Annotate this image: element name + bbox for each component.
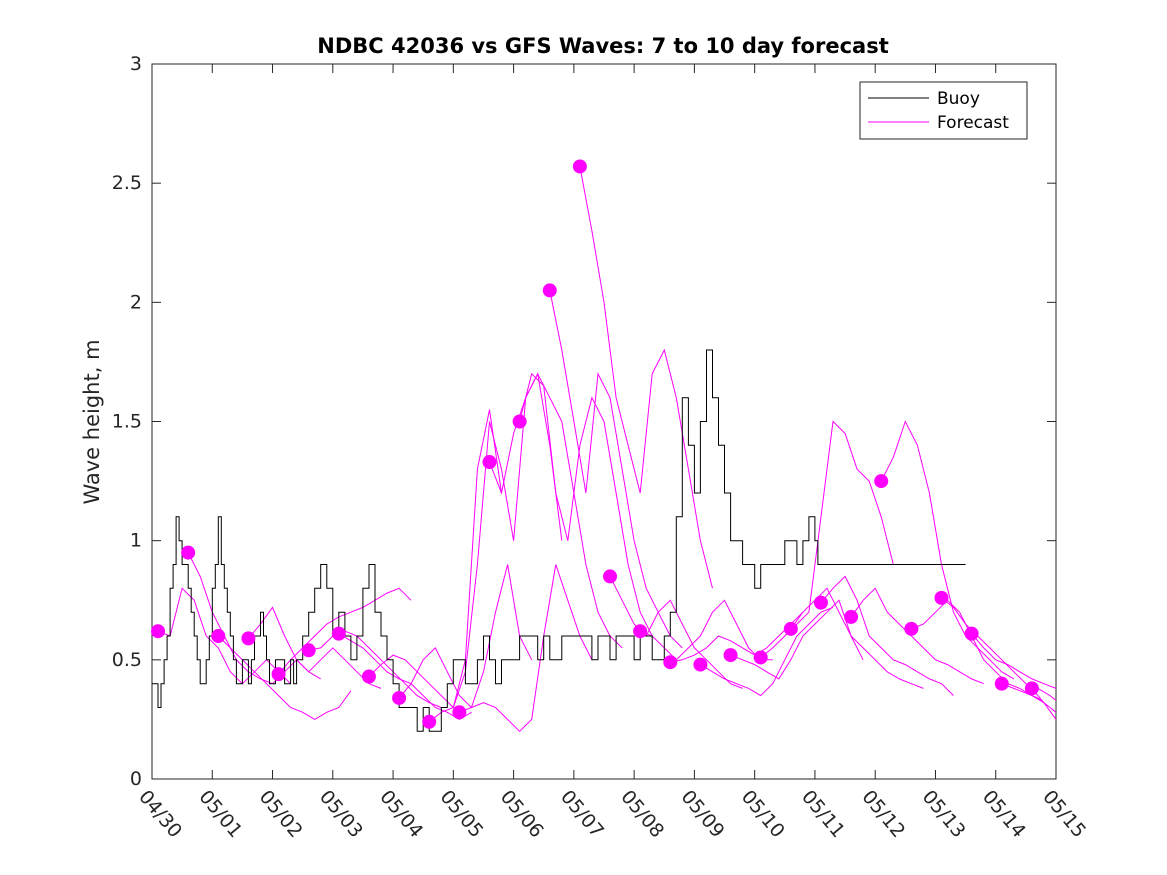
y-tick-label: 0.5: [112, 649, 142, 671]
forecast-start-marker: [874, 474, 889, 489]
forecast-line: [428, 372, 563, 723]
y-tick-label: 2: [130, 291, 142, 313]
forecast-start-marker: [633, 624, 648, 639]
forecast-start-marker: [301, 643, 316, 658]
forecast-start-marker: [663, 655, 678, 670]
forecast-start-marker: [482, 455, 497, 470]
forecast-line: [730, 599, 864, 680]
legend-label-forecast: Forecast: [937, 113, 1009, 133]
forecast-start-marker: [211, 629, 226, 643]
y-tick-label: 2.5: [112, 172, 142, 194]
forecast-start-marker: [783, 621, 798, 636]
forecast-start-marker: [151, 624, 166, 639]
forecast-start-marker: [392, 690, 407, 705]
forecast-line: [640, 599, 773, 661]
x-tick-label: 04/30: [134, 786, 186, 842]
x-tick-label: 05/01: [194, 786, 246, 842]
forecast-start-marker: [452, 705, 467, 720]
forecast-line: [308, 630, 442, 708]
forecast-line: [368, 409, 502, 709]
x-tick-label: 05/05: [436, 786, 488, 842]
x-tick-label: 05/07: [556, 786, 608, 842]
forecast-line: [670, 611, 804, 663]
y-axis-label: Wave height, m: [80, 339, 104, 504]
forecast-line: [217, 635, 352, 720]
forecast-start-marker: [844, 609, 859, 624]
x-tick-label: 05/06: [496, 786, 548, 842]
forecast-line: [820, 575, 954, 696]
y-tick-label: 1: [130, 530, 142, 552]
forecast-start-marker: [422, 714, 437, 729]
forecast-start-marker: [181, 545, 196, 560]
y-tick-label: 3: [130, 53, 142, 75]
forecast-line: [971, 633, 1057, 689]
forecast-line: [519, 372, 653, 637]
forecast-start-marker: [512, 414, 527, 429]
x-tick-label: 05/08: [616, 786, 668, 842]
forecast-line: [338, 633, 472, 720]
y-tick-label: 1.5: [112, 411, 142, 433]
forecast-line: [398, 564, 533, 709]
x-tick-label: 05/03: [315, 786, 367, 842]
forecast-line: [790, 587, 924, 689]
legend: Buoy Forecast: [859, 81, 1028, 140]
x-tick-label: 05/10: [737, 786, 789, 842]
forecast-line: [760, 420, 894, 658]
forecast-line: [248, 606, 382, 689]
forecast-start-marker: [934, 590, 949, 605]
forecast-start-marker: [813, 595, 828, 610]
forecast-line: [157, 587, 291, 685]
forecast-line: [880, 420, 1015, 680]
chart-title: NDBC 42036 vs GFS Waves: 7 to 10 day for…: [317, 34, 888, 58]
x-tick-label: 05/02: [255, 786, 307, 842]
forecast-start-marker: [994, 676, 1009, 691]
forecast-line: [579, 166, 713, 589]
forecast-start-marker: [271, 667, 286, 682]
forecast-start-marker: [693, 657, 708, 672]
forecast-line: [549, 290, 683, 649]
forecast-line: [459, 564, 593, 733]
legend-label-buoy: Buoy: [937, 89, 980, 109]
forecast-line: [489, 372, 623, 649]
legend-box: [859, 81, 1028, 140]
x-tick-label: 05/12: [857, 786, 909, 842]
forecast-start-marker: [753, 650, 768, 665]
forecast-start-marker: [331, 626, 346, 641]
y-tick-label: 0: [130, 768, 142, 790]
x-tick-label: 05/15: [1038, 786, 1090, 842]
forecast-line: [911, 599, 1045, 704]
x-tick-label: 05/14: [978, 786, 1030, 842]
forecast-start-marker: [603, 569, 618, 584]
forecast-start-marker: [542, 283, 557, 298]
forecast-start-marker: [964, 626, 979, 641]
x-tick-label: 05/13: [918, 786, 970, 842]
forecast-line: [700, 606, 834, 697]
forecast-start-marker: [361, 669, 376, 684]
forecast-start-marker: [572, 159, 587, 174]
forecast-line: [1001, 683, 1057, 713]
forecast-line: [850, 587, 984, 685]
forecast-start-marker: [1024, 681, 1039, 696]
x-tick-label: 05/04: [375, 786, 427, 842]
forecast-line: [941, 597, 1057, 701]
x-tick-label: 05/09: [677, 786, 729, 842]
forecast-start-marker: [723, 648, 738, 663]
x-tick-label: 05/11: [797, 786, 849, 842]
buoy-line: [152, 349, 966, 732]
forecast-start-marker: [904, 621, 919, 636]
forecast-start-marker: [241, 631, 256, 646]
